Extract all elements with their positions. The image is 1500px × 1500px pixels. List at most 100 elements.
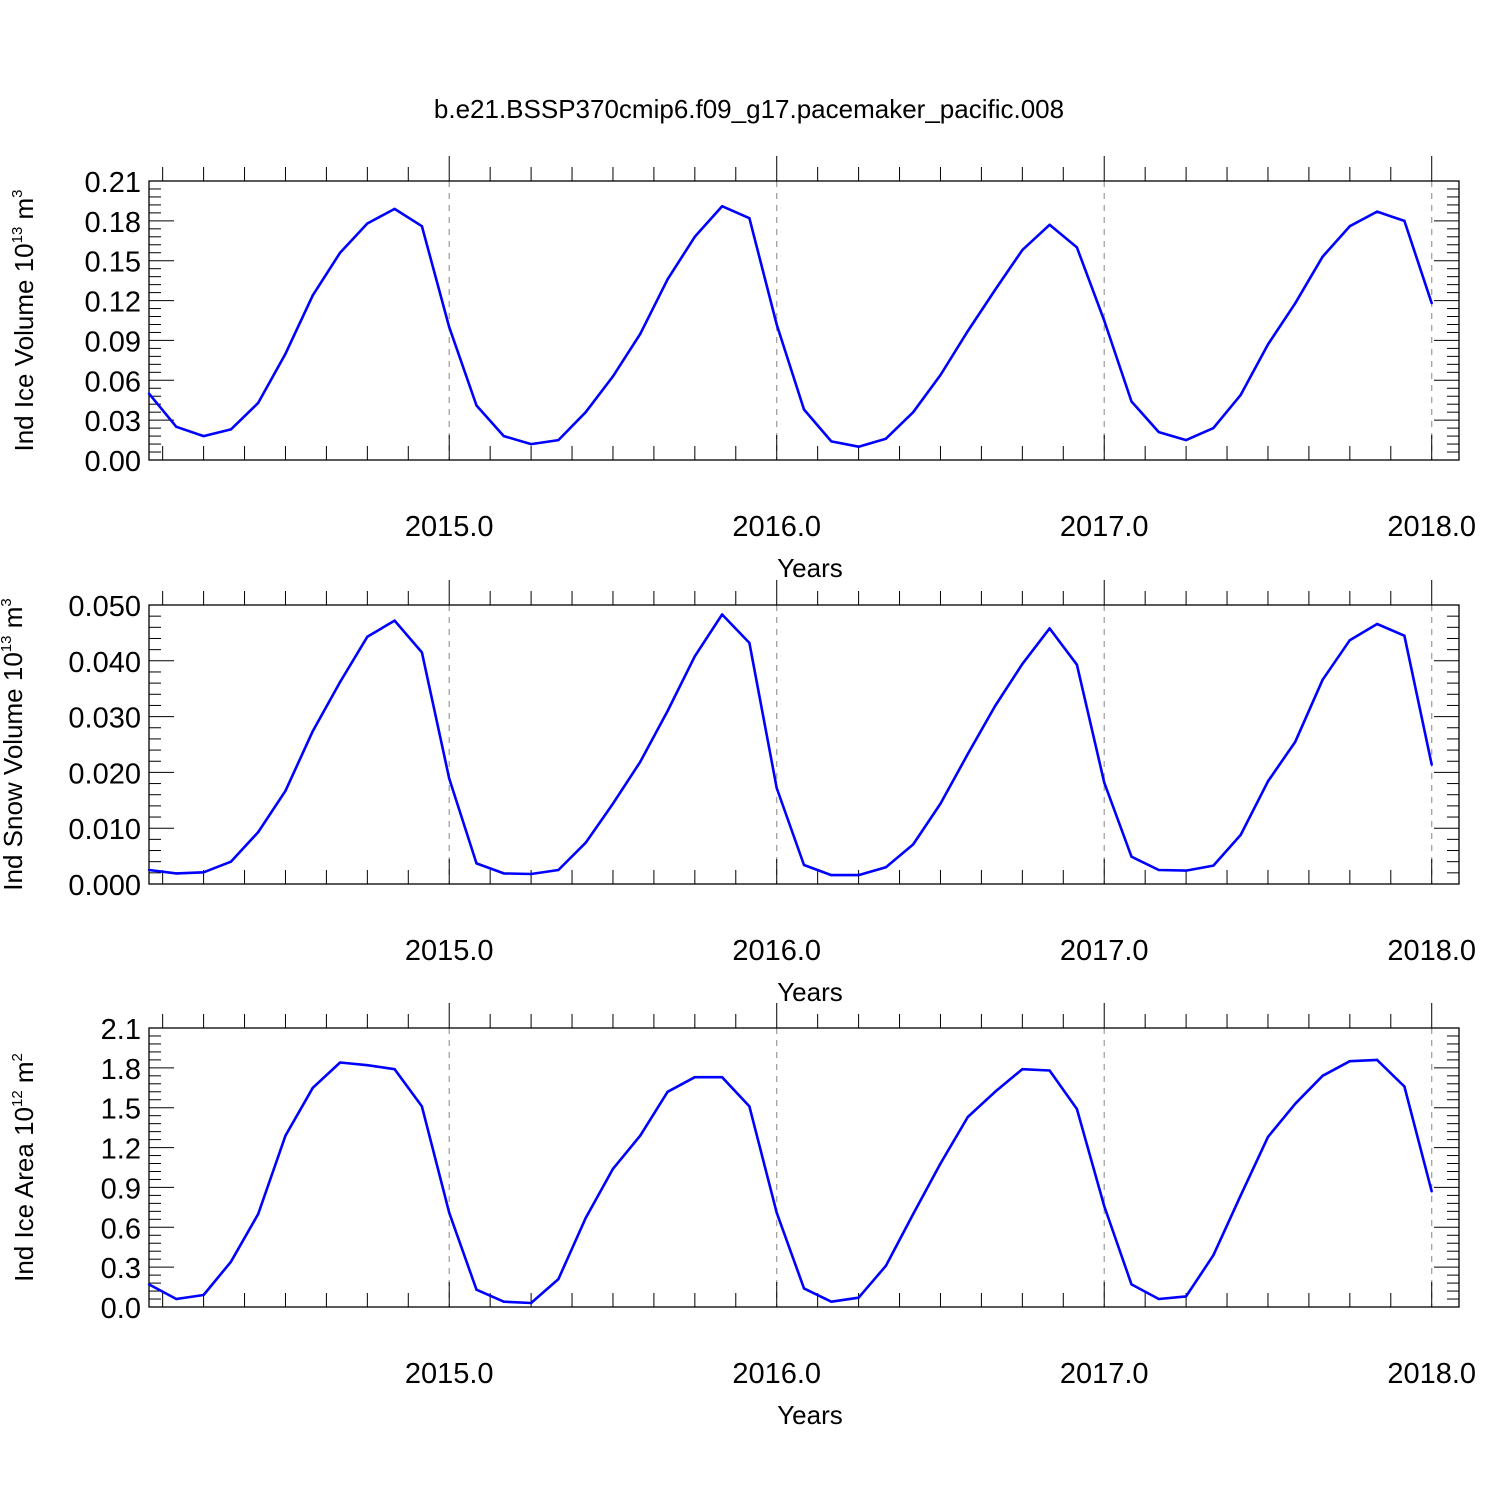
ice-volume-data-point-1 [175,425,178,428]
ice-volume-data-point-34 [1075,246,1079,249]
ice-area-series-line-0 [148,1058,1433,1305]
ice-area-ytick-label-2: 0.6 [101,1213,141,1245]
ice-area-data-point-5 [284,1134,287,1137]
ice-volume-ytick-label-5: 0.15 [85,247,141,279]
panel-ice-volume: 0.00 0.03 0.06 0.09 0.12 0.15 0.18 0.21 2015.0 20… [9,156,1476,583]
snow-volume-data-point-3 [229,860,233,863]
snow-volume-data-point-26 [857,873,860,877]
ice-volume-ytick-label-4: 0.12 [85,287,141,319]
snow-volume-data-point-43 [1321,678,1324,681]
ice-volume-data-point-23 [775,323,778,326]
ice-area-plot-frame [148,1027,1460,1308]
ice-volume-ytick-label-1: 0.03 [85,406,141,438]
ice-area-data-point-28 [911,1212,915,1216]
snow-volume-data-point-38 [1184,869,1188,872]
ice-area-data-point-19 [666,1090,669,1093]
ice-volume-data-point-30 [966,329,969,333]
snow-volume-data-point-11 [448,777,451,780]
ice-area-data-point-4 [256,1212,260,1216]
ice-area-x-axis-label: Years [777,1400,843,1430]
snow-volume-data-point-21 [720,613,724,616]
ice-volume-ytick-label-0: 0.00 [85,446,141,478]
ice-volume-ytick-label-2: 0.06 [85,366,141,398]
ice-volume-data-point-22 [748,217,751,220]
ice-volume-data-point-26 [857,445,860,448]
snow-volume-data-point-6 [311,729,314,733]
ice-area-data-point-20 [693,1075,697,1079]
snow-volume-y-axis-label-part-0: Ind Snow Volume 10 [0,652,28,891]
snow-volume-data-point-40 [1239,833,1242,837]
snow-volume-data-point-33 [1048,627,1051,630]
ice-area-ytick-label-6: 1.8 [101,1054,141,1086]
snow-volume-ytick-label-4: 0.040 [68,647,141,679]
ice-volume-xtick-label-3: 2018.0 [1387,511,1476,543]
ice-volume-ytick-label-6: 0.18 [85,207,141,239]
snow-volume-y-axis-label-part-1: 13 [0,636,15,653]
ice-volume-data-point-24 [802,408,806,411]
snow-volume-data-point-30 [966,752,969,756]
ice-volume-data-point-39 [1212,426,1215,430]
ice-volume-data-point-4 [256,401,260,405]
ice-area-y-axis-label-part-0: Ind Ice Area 10 [9,1107,39,1282]
ice-volume-data-point-38 [1184,438,1188,442]
snow-volume-data-point-32 [1021,662,1024,666]
ice-volume-y-axis-label-part-0: Ind Ice Volume 10 [9,243,39,451]
ice-area-data-point-26 [857,1296,860,1299]
ice-volume-data-point-3 [229,428,233,431]
snow-volume-data-point-46 [1403,634,1406,637]
ice-volume-data-point-46 [1403,219,1406,223]
snow-volume-data-point-27 [884,866,888,869]
ice-area-ytick-label-3: 0.9 [101,1173,141,1205]
ice-area-data-point-18 [639,1134,642,1137]
ice-area-data-point-17 [611,1167,615,1171]
ice-volume-ytick-label-3: 0.09 [85,326,141,358]
ice-area-data-point-2 [202,1293,205,1297]
ice-volume-plot-frame [148,180,1460,461]
ice-area-data-point-46 [1403,1085,1406,1088]
snow-volume-data-point-24 [802,863,806,867]
snow-volume-xtick-label-1: 2016.0 [732,935,821,967]
panel-snow-volume: 0.000 0.010 0.020 0.030 0.040 0.050 2015.0 2016… [0,580,1476,1007]
ice-volume-data-point-47 [1430,302,1433,305]
snow-volume-data-point-44 [1348,638,1352,642]
ice-area-data-point-25 [830,1300,833,1303]
snow-volume-data-point-5 [284,789,287,793]
ice-area-data-point-13 [502,1300,506,1303]
ice-area-ytick-label-4: 1.2 [101,1134,141,1166]
snow-volume-data-point-45 [1375,622,1379,626]
ice-volume-ytick-label-7: 0.21 [85,167,141,199]
snow-volume-series-line-0 [148,613,1433,877]
ice-volume-data-point-31 [993,288,997,292]
snow-volume-data-point-19 [666,709,669,713]
ice-volume-data-point-19 [666,278,669,281]
ice-area-data-point-35 [1103,1204,1106,1208]
ice-area-data-point-36 [1130,1283,1133,1286]
ice-volume-data-point-32 [1021,248,1024,252]
ice-area-data-point-10 [420,1105,424,1108]
ice-area-data-point-22 [748,1105,751,1108]
ice-volume-data-point-5 [284,352,287,355]
ice-area-ytick-label-0: 0.0 [101,1293,141,1325]
snow-volume-data-point-13 [502,872,506,875]
ice-area-data-point-21 [720,1075,724,1079]
snow-volume-ytick-label-0: 0.000 [68,870,141,902]
ice-area-data-point-40 [1239,1194,1242,1197]
snow-volume-plot-frame [148,604,1460,885]
ice-area-data-point-45 [1375,1058,1379,1062]
ice-area-data-point-23 [775,1211,778,1214]
ice-area-xtick-label-1: 2016.0 [732,1358,821,1390]
ice-volume-data-point-15 [557,438,560,442]
ice-volume-data-point-35 [1103,319,1106,322]
snow-volume-data-point-14 [529,872,533,876]
ice-volume-data-point-27 [884,437,888,440]
ice-volume-data-point-40 [1239,393,1242,397]
ice-volume-data-point-41 [1266,343,1270,346]
ice-volume-data-point-42 [1294,302,1297,305]
ice-area-data-point-0 [147,1283,151,1286]
ice-area-data-point-39 [1212,1253,1215,1257]
ice-volume-xtick-label-1: 2016.0 [732,511,821,543]
ice-volume-xtick-label-0: 2015.0 [405,511,494,543]
ice-area-data-point-3 [229,1260,233,1264]
